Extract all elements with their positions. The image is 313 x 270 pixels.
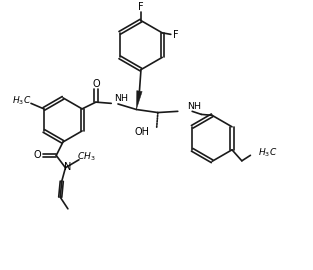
Text: O: O (33, 150, 41, 160)
Polygon shape (136, 91, 142, 110)
Text: NH: NH (114, 94, 128, 103)
Text: F: F (138, 2, 144, 12)
Text: $H_3C$: $H_3C$ (12, 94, 31, 107)
Text: $CH_3$: $CH_3$ (77, 150, 95, 163)
Text: $H_3C$: $H_3C$ (259, 147, 278, 159)
Text: F: F (173, 30, 179, 40)
Text: OH: OH (135, 127, 150, 137)
Text: O: O (92, 79, 100, 89)
Text: NH: NH (187, 102, 202, 111)
Text: N: N (64, 161, 71, 171)
